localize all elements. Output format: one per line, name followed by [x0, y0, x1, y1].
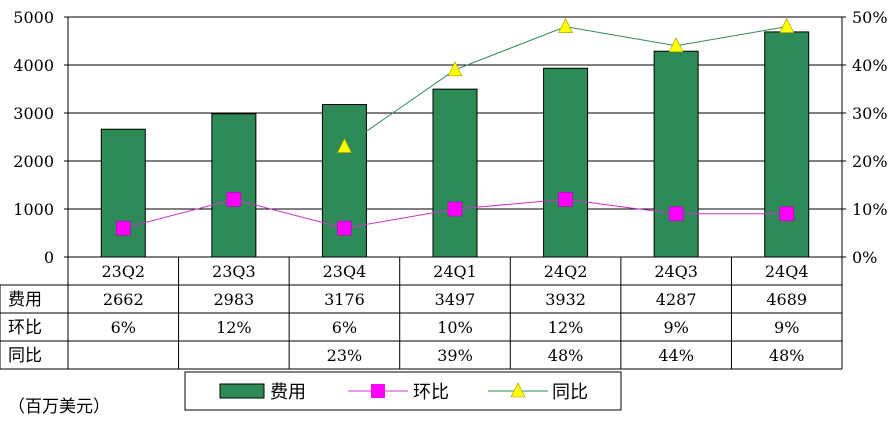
bar: [543, 67, 589, 258]
data-label: 48%: [769, 346, 805, 365]
x-tick-label: 23Q4: [323, 262, 367, 281]
x-tick-label: 24Q2: [544, 262, 588, 281]
point-marker: [336, 137, 352, 153]
data-label: 23%: [327, 346, 363, 365]
x-tick-label: 23Q3: [212, 262, 256, 281]
bar: [100, 128, 146, 258]
data-label: 3497: [435, 290, 476, 309]
x-tick-label: 24Q1: [433, 262, 477, 281]
table-row-header: 环比: [8, 318, 42, 338]
data-label: 44%: [658, 346, 694, 365]
y-right-tick-label: 20%: [852, 152, 888, 171]
data-label: 39%: [437, 346, 473, 365]
legend-swatch-bar: [219, 383, 265, 399]
y-left-tick-label: 1000: [13, 200, 54, 219]
legend-label: 同比: [552, 382, 588, 403]
bar: [211, 113, 257, 258]
data-label: 9%: [663, 318, 688, 337]
point-marker: [116, 220, 131, 236]
y-left-tick-label: 0: [44, 248, 54, 267]
y-left-tick-label: 4000: [13, 56, 54, 75]
data-label: 3932: [545, 290, 586, 309]
point-marker: [337, 220, 352, 236]
bar: [432, 88, 478, 258]
table-row-header: 同比: [8, 346, 42, 366]
bar: [653, 50, 699, 258]
data-label: 12%: [216, 318, 252, 337]
data-label: 12%: [548, 318, 584, 337]
unit-note: （百万美元）: [8, 397, 110, 417]
table-row-header: 费用: [8, 290, 42, 310]
y-right-tick-label: 0%: [852, 248, 877, 267]
data-label: 4287: [656, 290, 697, 309]
y-right-tick-label: 30%: [852, 104, 888, 123]
point-marker: [558, 192, 573, 207]
legend-swatch-marker: [371, 384, 385, 398]
y-right-tick-label: 50%: [852, 8, 888, 27]
bar: [764, 31, 810, 258]
data-label: 6%: [111, 318, 136, 337]
legend-label: 环比: [413, 382, 449, 403]
data-label: 3176: [324, 290, 365, 309]
data-label: 2983: [213, 290, 254, 309]
data-label: 9%: [774, 318, 799, 337]
point-marker: [226, 192, 242, 207]
legend-label: 费用: [270, 382, 306, 403]
point-marker: [447, 61, 463, 77]
point-marker: [668, 206, 684, 222]
point-marker: [447, 201, 463, 217]
point-marker: [779, 206, 794, 222]
y-right-tick-label: 10%: [852, 200, 888, 219]
data-label: 4689: [766, 290, 807, 309]
y-left-tick-label: 2000: [13, 152, 54, 171]
x-tick-label: 23Q2: [101, 262, 145, 281]
y-left-tick-label: 3000: [13, 104, 54, 123]
y-left-tick-label: 5000: [13, 8, 54, 27]
point-marker: [668, 37, 684, 53]
point-marker: [779, 17, 795, 33]
data-label: 6%: [332, 318, 357, 337]
data-label: 10%: [437, 318, 473, 337]
data-label: 48%: [548, 346, 584, 365]
y-right-tick-label: 40%: [852, 56, 888, 75]
point-marker: [558, 17, 574, 33]
x-tick-label: 24Q3: [654, 262, 698, 281]
data-label: 2662: [103, 290, 144, 309]
legend-swatch-marker: [510, 382, 526, 398]
x-tick-label: 24Q4: [765, 262, 809, 281]
